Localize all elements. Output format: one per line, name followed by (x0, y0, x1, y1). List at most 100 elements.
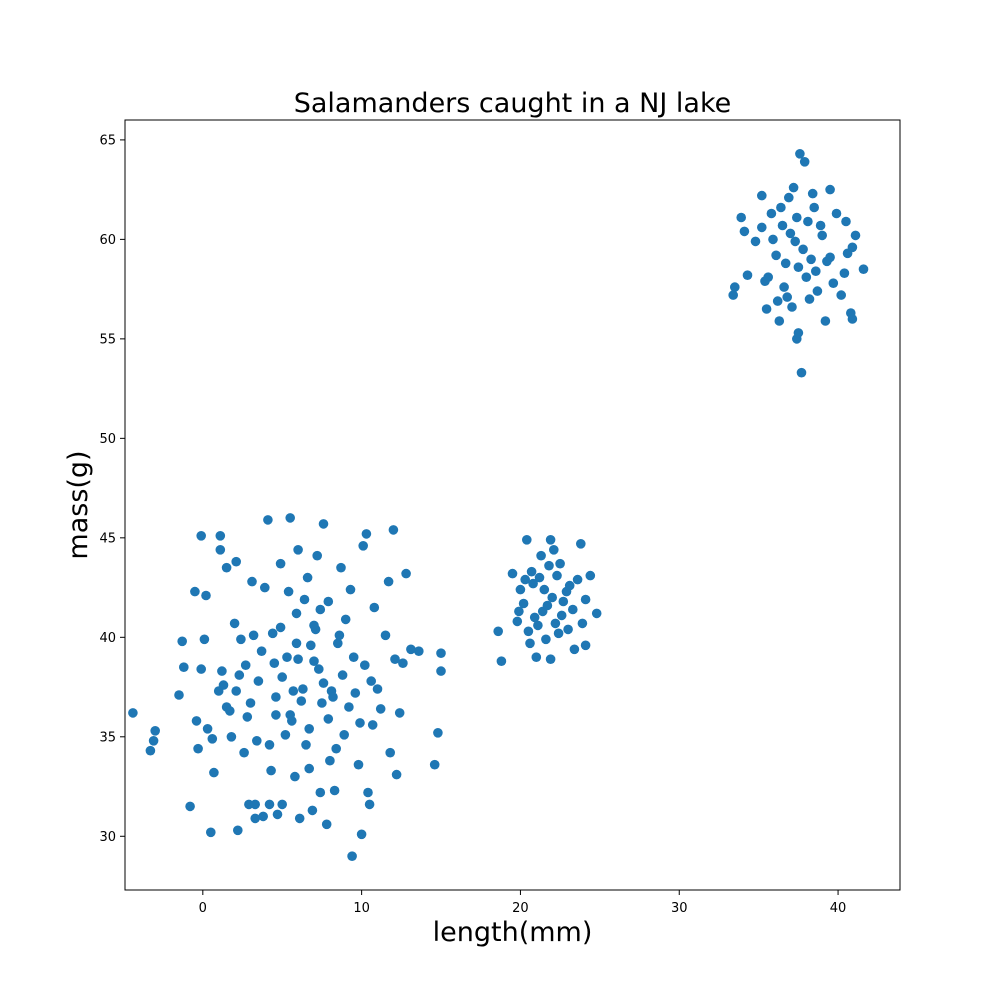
data-point (529, 612, 540, 623)
data-point (533, 620, 543, 631)
data-point (544, 560, 554, 571)
x-tick-label: 0 (199, 901, 207, 916)
data-point (841, 216, 851, 227)
data-point (799, 157, 810, 167)
data-point (585, 570, 596, 581)
data-point (344, 702, 354, 712)
data-point (331, 743, 342, 754)
data-point (345, 584, 356, 595)
data-point (275, 558, 286, 569)
data-point (793, 262, 804, 273)
data-point (231, 556, 241, 567)
data-point (549, 545, 559, 555)
data-point (283, 586, 294, 597)
scatter-points (128, 149, 869, 861)
data-point (822, 256, 832, 267)
data-point (206, 827, 216, 838)
y-axis: 30 35 40 45 50 55 60 65 (99, 133, 125, 845)
data-point (401, 568, 411, 579)
data-point (831, 208, 842, 219)
data-point (375, 704, 386, 714)
data-point (177, 636, 187, 647)
x-tick-label: 40 (830, 901, 847, 916)
data-point (534, 572, 545, 583)
data-point (193, 743, 203, 754)
data-point (825, 184, 835, 195)
data-point (296, 696, 307, 706)
data-point (190, 586, 200, 597)
data-point (388, 525, 399, 535)
data-point (569, 644, 580, 655)
data-point (812, 286, 823, 296)
data-point (217, 666, 227, 676)
data-point (839, 268, 850, 279)
data-point (811, 266, 821, 277)
data-point (329, 785, 340, 796)
data-point (792, 212, 802, 223)
data-point (553, 628, 564, 639)
data-point (761, 304, 772, 314)
data-point (542, 600, 553, 611)
data-point (280, 730, 291, 740)
data-point (260, 582, 270, 593)
data-point (806, 254, 816, 265)
data-point (383, 576, 394, 587)
data-point (796, 367, 807, 378)
data-point (248, 630, 259, 641)
data-point (493, 626, 504, 637)
data-point (507, 568, 518, 579)
data-point (128, 708, 138, 718)
data-point (739, 226, 750, 237)
data-point (340, 614, 351, 625)
data-point (750, 236, 761, 247)
data-point (185, 801, 195, 812)
data-point (247, 576, 257, 587)
data-point (179, 662, 189, 672)
data-point (309, 620, 319, 631)
data-point (807, 188, 818, 199)
data-point (836, 290, 846, 300)
data-point (369, 602, 380, 613)
data-point (803, 216, 813, 227)
data-point (558, 596, 569, 607)
data-point (436, 648, 446, 658)
data-point (207, 734, 218, 744)
data-point (550, 618, 561, 629)
data-point (795, 149, 805, 159)
data-point (536, 550, 546, 561)
data-point (348, 652, 359, 662)
data-point (196, 531, 206, 541)
x-tick-label: 30 (671, 901, 688, 916)
data-point (528, 578, 538, 589)
data-point (858, 264, 869, 275)
data-point (555, 558, 565, 569)
data-point (275, 622, 286, 633)
data-point (360, 660, 370, 670)
data-point (523, 626, 534, 637)
data-point (414, 646, 424, 656)
data-point (433, 728, 443, 738)
data-point (294, 813, 305, 824)
data-point (520, 574, 530, 585)
data-point (784, 192, 794, 203)
data-point (736, 212, 746, 223)
data-point (233, 825, 243, 836)
data-point (242, 712, 253, 722)
data-point (191, 716, 202, 726)
data-point (231, 686, 241, 696)
data-point (150, 726, 160, 736)
data-point (372, 684, 383, 694)
x-axis: 0 10 20 30 40 (199, 890, 847, 916)
data-point (361, 529, 372, 539)
data-point (315, 604, 326, 615)
data-point (768, 234, 778, 245)
data-point (385, 747, 396, 758)
data-point (545, 654, 556, 664)
data-point (580, 640, 591, 651)
data-point (568, 604, 578, 615)
data-point (406, 644, 416, 655)
data-point (728, 290, 738, 300)
data-point (580, 594, 591, 605)
data-point (334, 630, 345, 641)
